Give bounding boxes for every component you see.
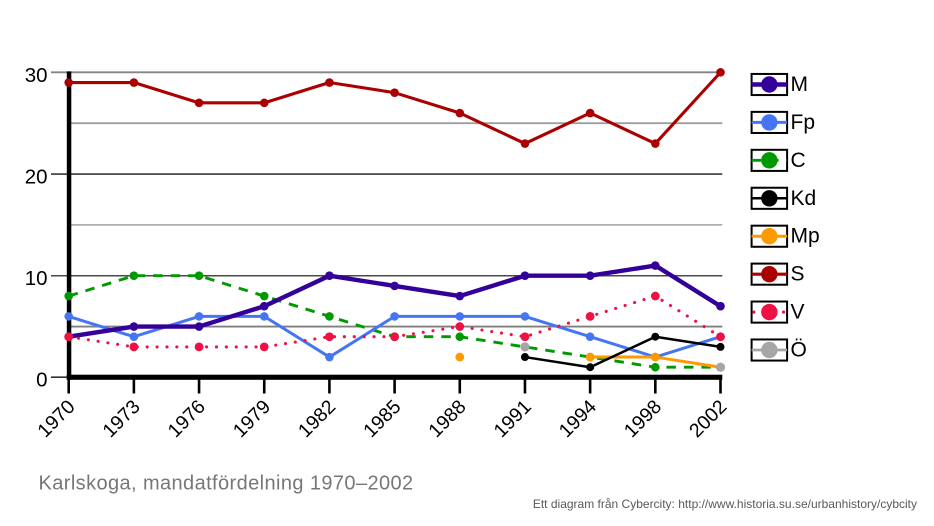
svg-text:Ö: Ö bbox=[791, 339, 807, 362]
svg-text:Fp: Fp bbox=[791, 111, 816, 134]
svg-text:Kd: Kd bbox=[791, 187, 817, 210]
svg-text:Ett diagram från Cybercity: ht: Ett diagram från Cybercity: http://www.h… bbox=[533, 497, 917, 511]
svg-text:10: 10 bbox=[25, 267, 48, 290]
svg-text:30: 30 bbox=[25, 64, 48, 87]
svg-text:0: 0 bbox=[36, 369, 47, 392]
svg-text:Mp: Mp bbox=[791, 225, 820, 248]
svg-text:C: C bbox=[791, 149, 806, 172]
svg-text:20: 20 bbox=[25, 166, 48, 189]
svg-text:V: V bbox=[791, 301, 805, 324]
svg-text:M: M bbox=[791, 73, 809, 96]
svg-text:Karlskoga, mandatfördelning 19: Karlskoga, mandatfördelning 1970–2002 bbox=[39, 473, 414, 495]
svg-text:S: S bbox=[791, 263, 805, 286]
